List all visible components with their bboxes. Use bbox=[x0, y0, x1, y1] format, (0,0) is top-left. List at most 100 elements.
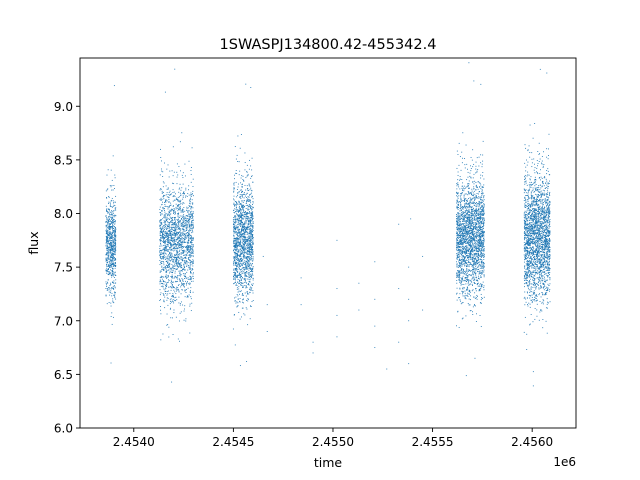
data-point bbox=[461, 192, 463, 194]
data-point bbox=[181, 246, 182, 248]
data-point bbox=[238, 232, 240, 234]
data-point bbox=[168, 224, 170, 226]
data-point bbox=[248, 198, 250, 200]
data-point bbox=[168, 265, 170, 267]
data-point bbox=[111, 287, 113, 288]
data-point bbox=[111, 266, 112, 268]
data-point bbox=[465, 220, 467, 222]
data-point bbox=[178, 208, 180, 210]
data-point bbox=[464, 228, 466, 230]
data-point bbox=[186, 226, 188, 228]
data-point bbox=[472, 213, 474, 215]
data-point bbox=[166, 234, 168, 236]
data-point bbox=[170, 249, 172, 251]
data-point bbox=[185, 217, 187, 219]
data-point bbox=[108, 221, 110, 222]
data-point bbox=[172, 205, 174, 207]
data-point bbox=[243, 197, 245, 199]
data-point bbox=[472, 306, 474, 308]
data-point bbox=[169, 219, 170, 221]
data-point bbox=[243, 313, 245, 315]
data-point bbox=[178, 228, 180, 230]
data-point bbox=[182, 231, 184, 233]
data-point bbox=[110, 273, 112, 275]
data-point bbox=[459, 263, 461, 265]
data-point bbox=[242, 204, 243, 206]
data-point bbox=[237, 214, 238, 216]
data-point bbox=[113, 265, 115, 266]
data-point bbox=[173, 229, 175, 231]
data-point bbox=[163, 257, 165, 258]
data-point bbox=[456, 192, 458, 194]
data-point bbox=[251, 269, 253, 271]
data-point bbox=[248, 183, 250, 185]
data-point bbox=[247, 220, 249, 222]
data-point bbox=[237, 209, 239, 211]
data-point bbox=[243, 267, 245, 269]
data-point bbox=[236, 226, 238, 228]
data-point bbox=[244, 274, 246, 275]
data-point bbox=[176, 267, 178, 269]
data-point bbox=[190, 254, 191, 256]
data-point bbox=[243, 263, 244, 265]
data-point bbox=[110, 292, 112, 294]
data-point bbox=[159, 294, 161, 296]
data-point bbox=[113, 204, 115, 206]
data-point bbox=[240, 233, 242, 235]
data-point bbox=[240, 278, 242, 280]
data-point bbox=[161, 213, 163, 215]
data-point bbox=[461, 318, 463, 320]
data-point bbox=[483, 233, 485, 235]
data-point bbox=[109, 230, 111, 232]
data-point bbox=[234, 201, 236, 203]
data-point bbox=[252, 215, 254, 217]
data-point bbox=[167, 164, 169, 166]
data-point bbox=[170, 235, 172, 237]
data-point bbox=[189, 275, 191, 277]
data-point bbox=[110, 275, 112, 276]
data-point bbox=[236, 237, 238, 239]
data-point bbox=[478, 214, 480, 216]
data-point bbox=[192, 203, 194, 205]
data-point bbox=[176, 288, 178, 290]
data-point bbox=[183, 225, 185, 227]
data-point bbox=[250, 219, 252, 221]
data-point bbox=[251, 246, 253, 248]
data-point bbox=[246, 361, 248, 362]
data-point bbox=[175, 281, 177, 283]
data-point bbox=[191, 199, 193, 201]
data-point bbox=[114, 236, 116, 238]
data-point bbox=[459, 287, 461, 289]
data-point bbox=[456, 212, 458, 214]
data-point bbox=[459, 282, 461, 283]
data-point bbox=[112, 244, 114, 246]
data-point bbox=[463, 238, 465, 239]
data-point bbox=[189, 245, 191, 247]
data-point bbox=[470, 238, 472, 240]
data-point bbox=[174, 232, 176, 234]
data-point bbox=[237, 255, 239, 256]
data-point bbox=[240, 134, 242, 135]
data-point bbox=[241, 195, 243, 197]
data-point bbox=[179, 240, 181, 241]
data-point bbox=[458, 266, 459, 268]
data-point bbox=[107, 265, 109, 267]
data-point bbox=[233, 227, 235, 229]
data-point bbox=[234, 239, 236, 241]
data-point bbox=[248, 260, 250, 262]
data-point bbox=[170, 307, 172, 309]
data-point bbox=[188, 265, 190, 267]
data-point bbox=[179, 245, 181, 247]
data-point bbox=[172, 270, 174, 272]
data-point bbox=[462, 270, 464, 272]
data-point bbox=[480, 215, 482, 216]
data-point bbox=[236, 287, 238, 289]
data-point bbox=[110, 255, 112, 257]
data-point bbox=[160, 285, 162, 287]
data-point bbox=[177, 237, 178, 239]
data-point bbox=[108, 249, 110, 251]
data-point bbox=[186, 271, 188, 273]
data-point bbox=[236, 265, 238, 267]
data-point bbox=[175, 203, 177, 205]
data-point bbox=[237, 239, 239, 241]
